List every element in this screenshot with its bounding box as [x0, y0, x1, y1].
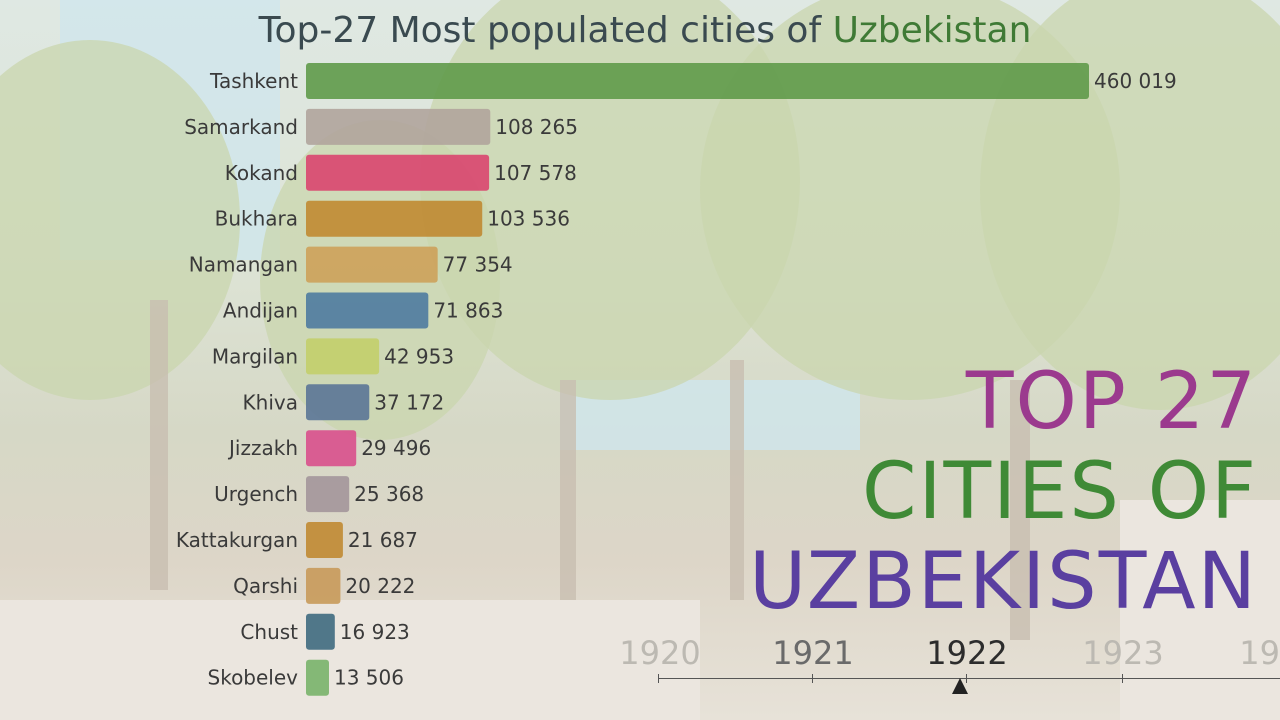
year-timeline[interactable]: 1920 1921 1922 1923 19 — [610, 630, 1280, 700]
overlay-line-3: UZBEKISTAN — [749, 537, 1258, 627]
bar — [306, 522, 343, 558]
bar — [306, 384, 370, 421]
timeline-current-marker[interactable] — [952, 678, 968, 694]
timeline-axis — [658, 678, 1280, 679]
value-label: 103 536 — [487, 207, 570, 231]
category-label: Andijan — [223, 299, 298, 323]
category-label: Namangan — [189, 253, 298, 277]
timeline-tick — [1122, 674, 1123, 683]
value-label: 42 953 — [384, 344, 454, 368]
value-label: 20 222 — [345, 574, 415, 598]
value-label: 460 019 — [1094, 69, 1177, 93]
category-label: Tashkent — [209, 69, 298, 93]
value-label: 21 687 — [348, 528, 418, 552]
chart-title-prefix: Top-27 Most populated cities of — [258, 10, 833, 51]
value-label: 37 172 — [374, 390, 444, 414]
category-label: Samarkand — [184, 115, 298, 139]
overlay-line-2: CITIES OF — [862, 447, 1258, 537]
category-label: Jizzakh — [227, 436, 298, 460]
chart-title-highlight: Uzbekistan — [832, 10, 1032, 51]
value-label: 13 506 — [334, 666, 404, 690]
overlay-line-1: TOP 27 — [965, 357, 1258, 447]
bar — [306, 476, 350, 513]
category-label: Skobelev — [208, 666, 299, 690]
bar — [306, 338, 380, 375]
category-label: Urgench — [214, 482, 298, 506]
bar — [306, 108, 491, 145]
category-label: Qarshi — [233, 574, 298, 598]
bar — [306, 430, 357, 467]
timeline-tick — [658, 674, 659, 683]
year-label-1921: 1921 — [772, 634, 854, 672]
value-label: 108 265 — [495, 115, 578, 139]
year-label-next: 19 — [1239, 634, 1280, 672]
bar — [306, 63, 1089, 99]
value-label: 71 863 — [433, 299, 503, 323]
value-label: 16 923 — [340, 620, 410, 644]
bar — [306, 154, 490, 191]
bar — [306, 246, 438, 283]
value-label: 77 354 — [443, 253, 513, 277]
year-label-1920: 1920 — [619, 634, 701, 672]
value-label: 25 368 — [354, 482, 424, 506]
bar — [306, 200, 483, 237]
value-label: 107 578 — [494, 161, 577, 185]
category-label: Kattakurgan — [176, 528, 298, 552]
timeline-tick — [812, 674, 813, 683]
bar — [306, 567, 341, 604]
year-label-1922: 1922 — [926, 634, 1008, 672]
bar — [306, 613, 335, 650]
category-label: Chust — [240, 620, 298, 644]
category-label: Kokand — [225, 161, 298, 185]
category-label: Khiva — [243, 390, 298, 414]
value-label: 29 496 — [361, 436, 431, 460]
category-label: Margilan — [212, 344, 298, 368]
bar — [306, 292, 429, 329]
chart-title: Top-27 Most populated cities of Uzbekist… — [0, 10, 1280, 51]
bar — [306, 659, 329, 696]
year-label-1923: 1923 — [1082, 634, 1164, 672]
category-label: Bukhara — [215, 207, 298, 231]
